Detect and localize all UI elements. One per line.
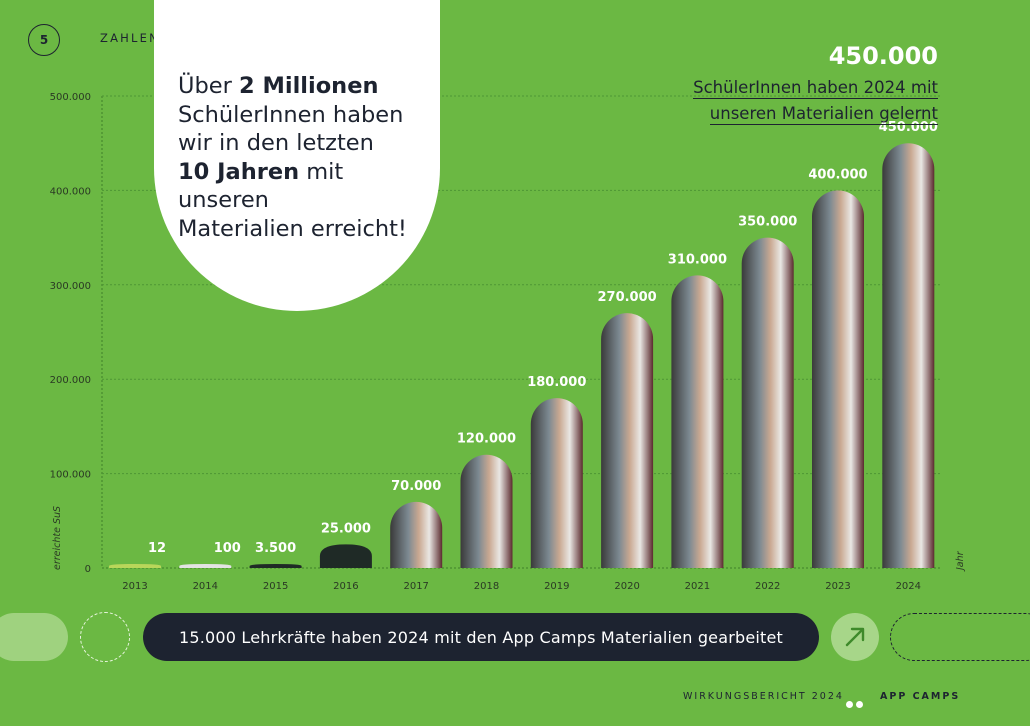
- callout-line5: Materialien erreicht!: [178, 215, 407, 242]
- x-tick-label: 2014: [193, 581, 218, 592]
- x-axis-label: Jahr: [955, 550, 966, 572]
- bar-2014: [179, 564, 232, 568]
- x-tick-label: 2020: [614, 581, 639, 592]
- teacher-banner: 15.000 Lehrkräfte haben 2024 mit den App…: [143, 613, 819, 661]
- y-tick-label: 200.000: [50, 375, 91, 386]
- x-tick-label: 2018: [474, 581, 499, 592]
- bar-value-label: 350.000: [738, 215, 797, 230]
- y-axis-label: erreichte SuS: [52, 506, 63, 570]
- x-tick-label: 2016: [333, 581, 358, 592]
- bar-value-label: 100: [214, 541, 241, 556]
- x-tick-label: 2021: [685, 581, 710, 592]
- bar-value-label: 400.000: [808, 167, 867, 182]
- bar-2022: [741, 237, 794, 568]
- x-tick-label: 2022: [755, 581, 780, 592]
- bar-2017: [390, 501, 443, 568]
- callout-line1-pre: Über: [178, 73, 239, 99]
- highlight-text: SchülerInnen haben 2024 mit unseren Mate…: [693, 76, 938, 128]
- bar-value-label: 25.000: [321, 521, 371, 536]
- bar-2021: [671, 275, 724, 568]
- bar-2018: [460, 454, 513, 568]
- bar-value-label: 12: [148, 541, 166, 556]
- y-tick-label: 300.000: [50, 281, 91, 292]
- bar-chart: 0 100.000 200.000 300.000 400.000 500.000 12 20…: [50, 92, 966, 592]
- footer-dots: [846, 693, 866, 712]
- arrow-button[interactable]: [831, 613, 879, 661]
- x-tick-label: 2023: [825, 581, 850, 592]
- bar-value-label: 270.000: [597, 290, 656, 305]
- bar-2015: [249, 564, 302, 568]
- bar-value-label: 180.000: [527, 375, 586, 390]
- y-tick-label: 500.000: [50, 92, 91, 103]
- callout-line4-bold: 10 Jahren: [178, 158, 300, 185]
- bar-2020: [601, 313, 654, 568]
- bar-value-label: 450.000: [879, 120, 938, 135]
- x-tick-label: 2024: [896, 581, 921, 592]
- bar-value-label: 3.500: [255, 541, 296, 556]
- callout-line2: SchülerInnen haben: [178, 101, 404, 128]
- bar-2023: [812, 190, 864, 568]
- bar-2024: [882, 143, 935, 568]
- callout-line1-bold: 2 Millionen: [239, 73, 379, 99]
- bar-value-label: 310.000: [668, 252, 727, 267]
- callout-text: Über 2 Millionen SchülerInnen haben wir …: [178, 72, 428, 243]
- y-tick-label: 0: [85, 564, 91, 575]
- x-tick-label: 2015: [263, 581, 288, 592]
- footer-brand: APP CAMPS: [880, 691, 961, 702]
- footer-report-title: WIRKUNGSBERICHT 2024: [683, 691, 844, 702]
- x-tick-label: 2013: [122, 581, 147, 592]
- decorative-dashed-pill-right: [890, 613, 1030, 661]
- x-tick-label: 2019: [544, 581, 569, 592]
- y-tick-label: 100.000: [50, 470, 91, 481]
- callout-line3: wir in den letzten: [178, 130, 374, 156]
- page-number: 5: [28, 24, 60, 56]
- callout-bubble: [154, 0, 440, 311]
- x-tick-label: 2017: [403, 581, 428, 592]
- bar-value-label: 70.000: [391, 479, 441, 494]
- bar-2013: [109, 564, 161, 568]
- decorative-pill-left: [0, 613, 68, 661]
- arrow-up-right-icon: [845, 627, 865, 647]
- highlight-line1: SchülerInnen haben 2024 mit: [693, 78, 938, 99]
- bar-value-label: 120.000: [457, 432, 516, 447]
- y-tick-label: 400.000: [50, 186, 91, 197]
- highlight-number: 450.000: [828, 42, 938, 70]
- bar-2016: [319, 544, 372, 568]
- callout-line4-post: mit unseren: [178, 158, 344, 214]
- bar-2019: [530, 398, 583, 568]
- highlight-line2: unseren Materialien gelernt: [709, 104, 938, 125]
- decorative-dashed-circle: [80, 612, 130, 662]
